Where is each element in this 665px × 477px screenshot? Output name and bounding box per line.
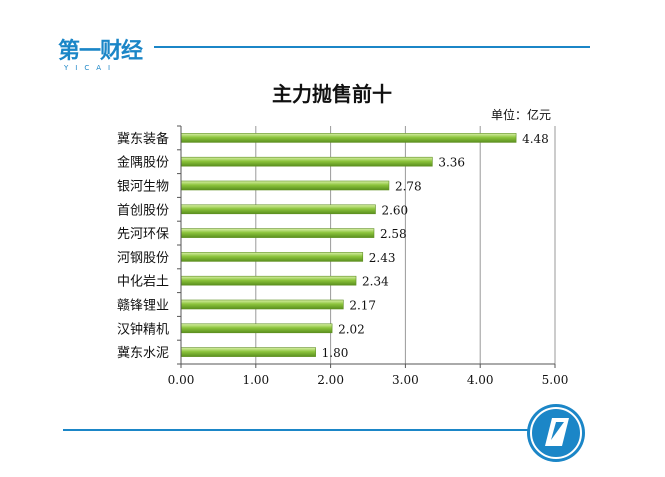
- x-tick-label: 3.00: [392, 373, 419, 387]
- x-tick-label: 4.00: [467, 373, 494, 387]
- unit-label: 单位：亿元: [491, 107, 551, 122]
- value-label: 2.02: [338, 322, 365, 336]
- x-tick-label: 5.00: [542, 373, 569, 387]
- bar: [180, 299, 344, 310]
- chart-title: 主力抛售前十: [272, 82, 392, 106]
- category-label: 中化岩土: [117, 275, 169, 290]
- category-label: 冀东装备: [117, 131, 169, 147]
- value-label: 4.48: [522, 132, 549, 146]
- category-label: 汉钟精机: [117, 321, 169, 337]
- value-label: 2.78: [395, 180, 422, 194]
- brand-sub: YICAI: [64, 64, 118, 72]
- bar: [180, 180, 390, 191]
- x-tick-label: 2.00: [317, 373, 344, 387]
- category-label: 先河环保: [117, 227, 169, 242]
- value-label: 2.43: [369, 251, 396, 265]
- bar: [180, 228, 375, 238]
- bar: [180, 252, 364, 262]
- value-label: 2.60: [381, 203, 408, 217]
- category-label: 冀东水泥: [117, 345, 169, 361]
- bar: [180, 133, 517, 143]
- x-tick-label: 0.00: [168, 373, 195, 387]
- value-labels: 4.48 3.36 2.78 2.60 2.58 2.43 2.34 2.17 2.02 1.80: [322, 132, 549, 360]
- value-label: 3.36: [438, 156, 465, 170]
- yicai-emblem-icon: [527, 404, 585, 462]
- bar: [180, 275, 357, 286]
- header-rule: [58, 46, 590, 48]
- brand-name: 第一财经: [58, 39, 143, 64]
- category-label: 河钢股份: [117, 251, 169, 266]
- bars: [180, 133, 517, 357]
- value-label: 2.17: [349, 299, 376, 313]
- x-tick-labels: 0.00 1.00 2.00 3.00 4.00 5.00: [168, 373, 569, 387]
- bar: [180, 347, 316, 357]
- header-rule-gap: [58, 40, 154, 52]
- category-label: 金隅股份: [117, 155, 169, 171]
- category-label: 首创股份: [117, 203, 169, 218]
- category-label: 赣锋锂业: [117, 299, 169, 314]
- category-label: 银河生物: [117, 180, 169, 195]
- value-label: 2.34: [362, 275, 389, 289]
- bar: [180, 204, 376, 215]
- brand-logo: 第一财经 YICAI: [58, 40, 158, 74]
- value-label: 1.80: [322, 346, 349, 360]
- x-tick-label: 1.00: [242, 373, 269, 387]
- bar: [180, 323, 333, 334]
- value-label: 2.58: [380, 227, 407, 241]
- bar: [180, 156, 433, 167]
- footer-rule: [63, 429, 545, 431]
